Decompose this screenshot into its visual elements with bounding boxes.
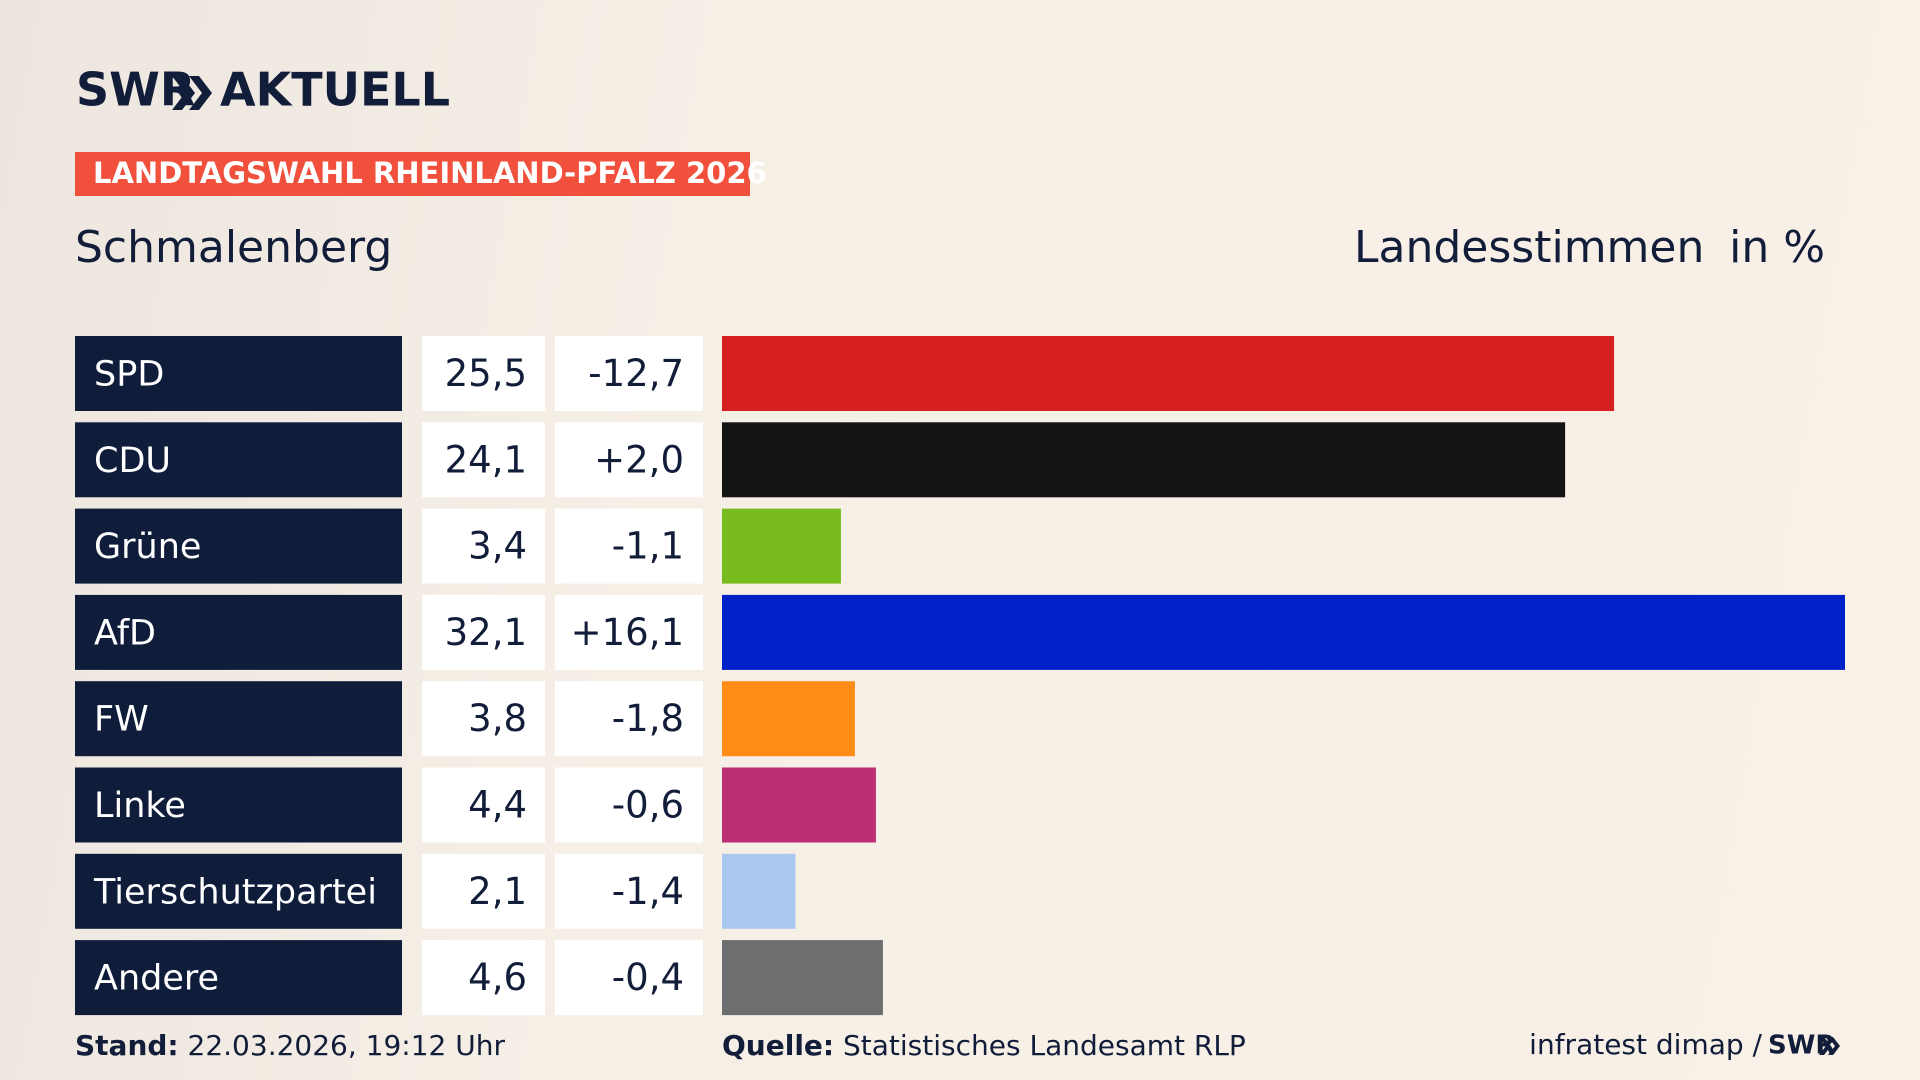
- value-label: 32,1: [445, 611, 527, 654]
- value-label: 3,4: [468, 525, 527, 568]
- change-label: -1,8: [612, 697, 684, 740]
- value-box: [422, 336, 545, 411]
- party-label: SPD: [94, 355, 164, 395]
- change-label: -12,7: [588, 352, 684, 395]
- tag-box: [75, 152, 750, 196]
- party-box: [75, 767, 402, 843]
- bar: [722, 767, 876, 843]
- value-box: [422, 422, 545, 498]
- value-label: 24,1: [445, 438, 527, 481]
- bar: [722, 594, 1845, 670]
- source-value: Statistisches Landesamt RLP: [843, 1029, 1246, 1062]
- party-box: [75, 422, 402, 498]
- credit-chevrons: [1819, 1037, 1840, 1055]
- source: Quelle: Statistisches Landesamt RLP: [722, 1029, 1246, 1062]
- bar: [722, 422, 1566, 498]
- bar: [722, 336, 1615, 411]
- change-box: [555, 767, 703, 843]
- value-box: [422, 508, 545, 584]
- value-box: [422, 594, 545, 670]
- credit: infratest dimap /: [1529, 1028, 1762, 1061]
- party-label: Andere: [94, 959, 219, 999]
- source-label: Quelle:: [722, 1029, 834, 1062]
- stand: Stand: 22.03.2026, 19:12 Uhr: [75, 1029, 505, 1062]
- tag: LANDTAGSWAHL RHEINLAND-PFALZ 2026: [93, 156, 767, 190]
- party-box: [75, 940, 402, 1016]
- value-label: 3,8: [468, 697, 527, 740]
- party-box: [75, 336, 402, 411]
- credit-brand: SWR: [1768, 1031, 1835, 1061]
- stand-label: Stand:: [75, 1029, 179, 1062]
- change-box: [555, 853, 703, 929]
- change-label: -1,4: [612, 870, 684, 913]
- measure-label: Landesstimmen: [1354, 222, 1704, 273]
- value-label: 2,1: [468, 870, 527, 913]
- bar: [722, 853, 796, 929]
- brand-chevrons: [172, 76, 212, 110]
- value-label: 4,6: [468, 956, 527, 999]
- change-label: -1,1: [612, 525, 684, 568]
- chart-title: Schmalenberg: [75, 222, 392, 273]
- value-box: [422, 853, 545, 929]
- value-box: [422, 940, 545, 1016]
- change-box: [555, 681, 703, 757]
- value-label: 25,5: [445, 352, 527, 395]
- unit-label: in %: [1729, 222, 1825, 273]
- change-box: [555, 422, 703, 498]
- party-label: Linke: [94, 786, 186, 826]
- value-box: [422, 681, 545, 757]
- change-box: [555, 594, 703, 670]
- value-box: [422, 767, 545, 843]
- stand-value: 22.03.2026, 19:12 Uhr: [188, 1029, 506, 1062]
- bar: [722, 681, 855, 757]
- party-box: [75, 853, 402, 929]
- party-label: CDU: [94, 441, 171, 481]
- change-box: [555, 336, 703, 411]
- party-label: Tierschutzpartei: [93, 872, 377, 912]
- brand-product: AKTUELL: [220, 63, 450, 117]
- change-box: [555, 940, 703, 1016]
- change-label: -0,4: [612, 956, 684, 999]
- party-box: [75, 508, 402, 584]
- party-label: FW: [94, 700, 149, 740]
- change-label: -0,6: [612, 784, 684, 827]
- change-box: [555, 508, 703, 584]
- party-box: [75, 681, 402, 757]
- value-label: 4,4: [468, 784, 527, 827]
- party-label: AfD: [94, 613, 156, 653]
- change-label: +2,0: [594, 438, 684, 481]
- bar: [722, 508, 841, 584]
- party-label: Grüne: [94, 527, 201, 567]
- party-box: [75, 594, 402, 670]
- change-label: +16,1: [571, 611, 684, 654]
- bar: [722, 940, 883, 1016]
